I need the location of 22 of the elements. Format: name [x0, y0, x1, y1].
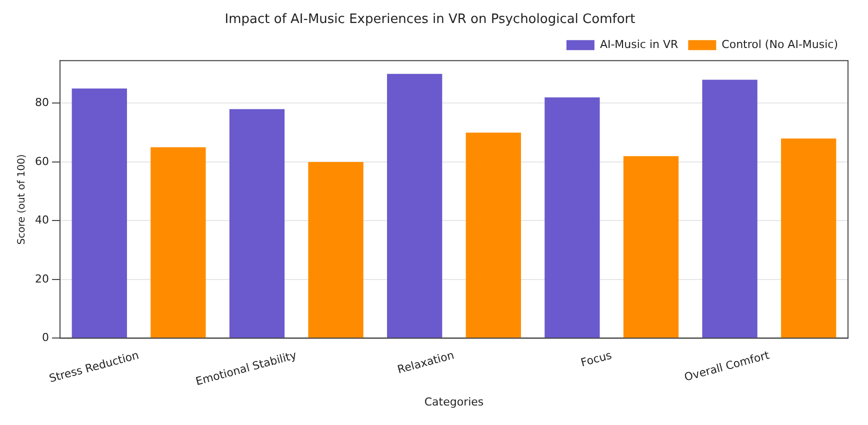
- legend-label: Control (No AI-Music): [722, 38, 838, 51]
- y-tick-label: 60: [34, 154, 49, 168]
- legend-label: AI-Music in VR: [600, 38, 679, 51]
- bar: [781, 138, 836, 338]
- y-tick-label: 40: [34, 214, 49, 227]
- bar: [229, 109, 285, 338]
- bar: [387, 74, 442, 338]
- bar: [308, 162, 364, 338]
- x-tick-label: Overall Comfort: [682, 348, 772, 384]
- bar: [72, 88, 127, 338]
- y-tick-label: 20: [34, 272, 49, 286]
- bar: [702, 80, 758, 338]
- y-tick-label: 0: [42, 331, 49, 344]
- y-axis-title: Score (out of 100): [16, 154, 28, 245]
- bar: [623, 156, 679, 338]
- bar: [466, 132, 521, 338]
- bar: [544, 97, 600, 338]
- x-tick-label: Focus: [579, 348, 614, 370]
- x-axis-title: Categories: [424, 395, 484, 408]
- bar: [150, 147, 206, 338]
- chart-title: Impact of AI-Music Experiences in VR on Psychological Comfort: [224, 12, 636, 28]
- y-tick-label: 80: [34, 96, 49, 110]
